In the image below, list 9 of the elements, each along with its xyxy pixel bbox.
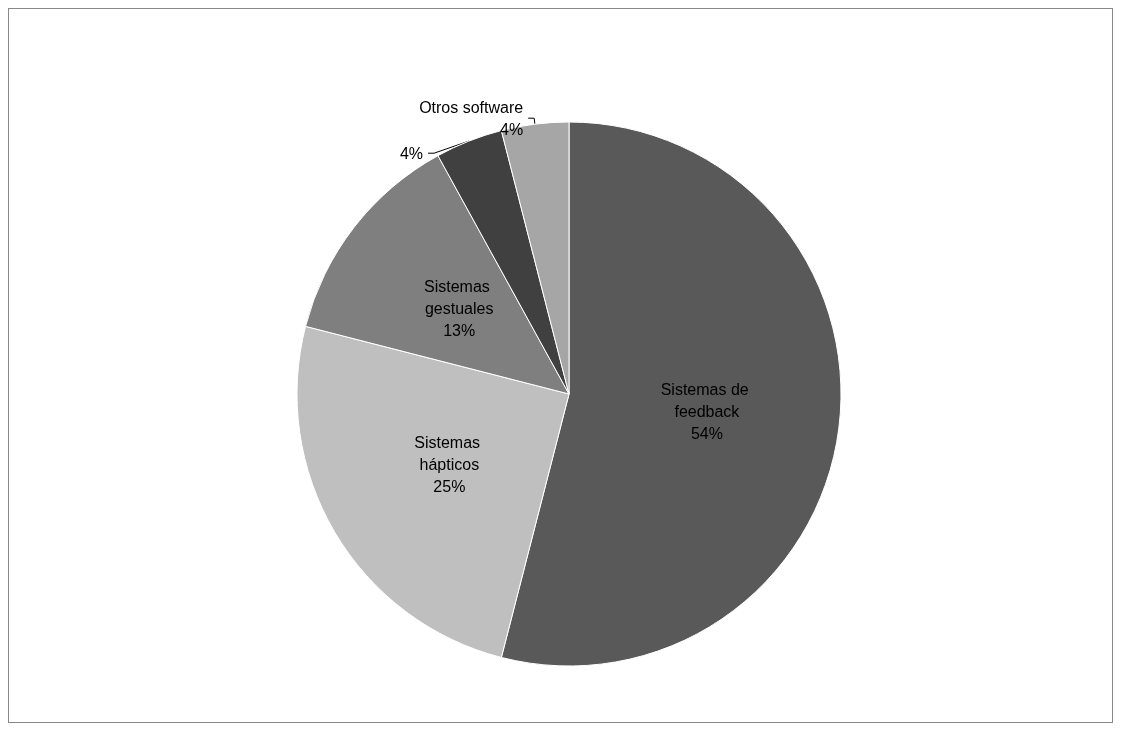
slice-label: Sistemas gestuales [424, 278, 495, 318]
data-label: 13% [443, 322, 476, 340]
slice-label: Sistemas hápticos [414, 434, 485, 474]
slice-label: Sistemas de feedback [660, 380, 754, 420]
data-label: 4% [500, 120, 524, 138]
data-label: 54% [690, 424, 723, 442]
slice-label: Otros software [419, 98, 524, 116]
data-label: 4% [399, 144, 424, 162]
data-label: 25% [433, 478, 466, 496]
